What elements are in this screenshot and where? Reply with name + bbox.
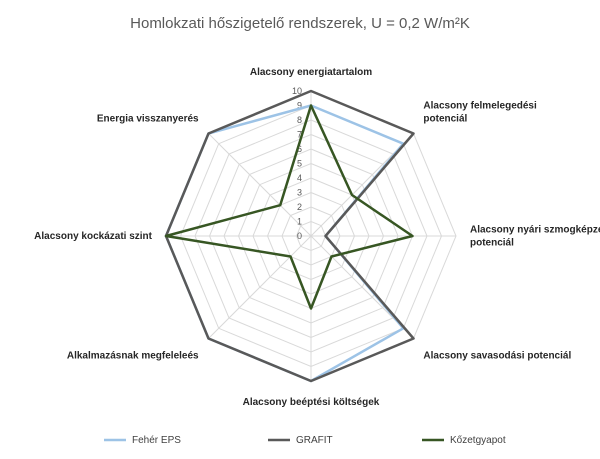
tick-label: 2	[297, 202, 302, 212]
axis-label-layer: Alacsony energiatartalom Alacsony felmele…	[34, 67, 600, 408]
series-line	[164, 104, 414, 310]
legend-label: Fehér EPS	[132, 435, 181, 446]
axis-label: potenciál	[470, 238, 514, 249]
axis-label: Alacsony beéptési költségek	[243, 397, 380, 408]
axis-label: Alacsony felmelegedési	[423, 101, 537, 112]
tick-label: 1	[297, 217, 302, 227]
axis-label: Alkalmazásnak megfeleleés	[67, 350, 199, 361]
tick-label: 9	[297, 101, 302, 111]
legend-label: GRAFIT	[296, 435, 333, 446]
tick-label: 5	[297, 159, 302, 169]
tick-label: 7	[297, 130, 302, 140]
series-layer	[164, 89, 415, 383]
axis-label: potenciál	[423, 114, 467, 125]
axis-label: Alacsony energiatartalom	[250, 67, 372, 78]
legend-label: Kőzetgyapot	[450, 435, 506, 446]
axis-label: Energia visszanyerés	[97, 114, 199, 125]
tick-label: 3	[297, 188, 302, 198]
axis-spoke	[208, 235, 312, 339]
legend: Fehér EPS GRAFIT Kőzetgyapot	[104, 435, 506, 446]
tick-label: 8	[297, 115, 302, 125]
axis-label: Alacsony kockázati szint	[34, 231, 152, 242]
tick-label: 6	[297, 144, 302, 154]
tick-layer: 0 1 2 3 4 5 6 7 8 9 10	[292, 86, 302, 241]
tick-label: 0	[297, 231, 302, 241]
tick-label: 10	[292, 86, 302, 96]
axis-spoke	[208, 133, 312, 237]
tick-label: 4	[297, 173, 302, 183]
axis-label: Alacsony nyári szmogképzési	[470, 225, 600, 236]
chart-title: Homlokzati hőszigetelő rendszerek, U = 0…	[130, 15, 470, 32]
series-line	[164, 89, 415, 383]
axis-label: Alacsony savasodási potenciál	[423, 350, 571, 361]
